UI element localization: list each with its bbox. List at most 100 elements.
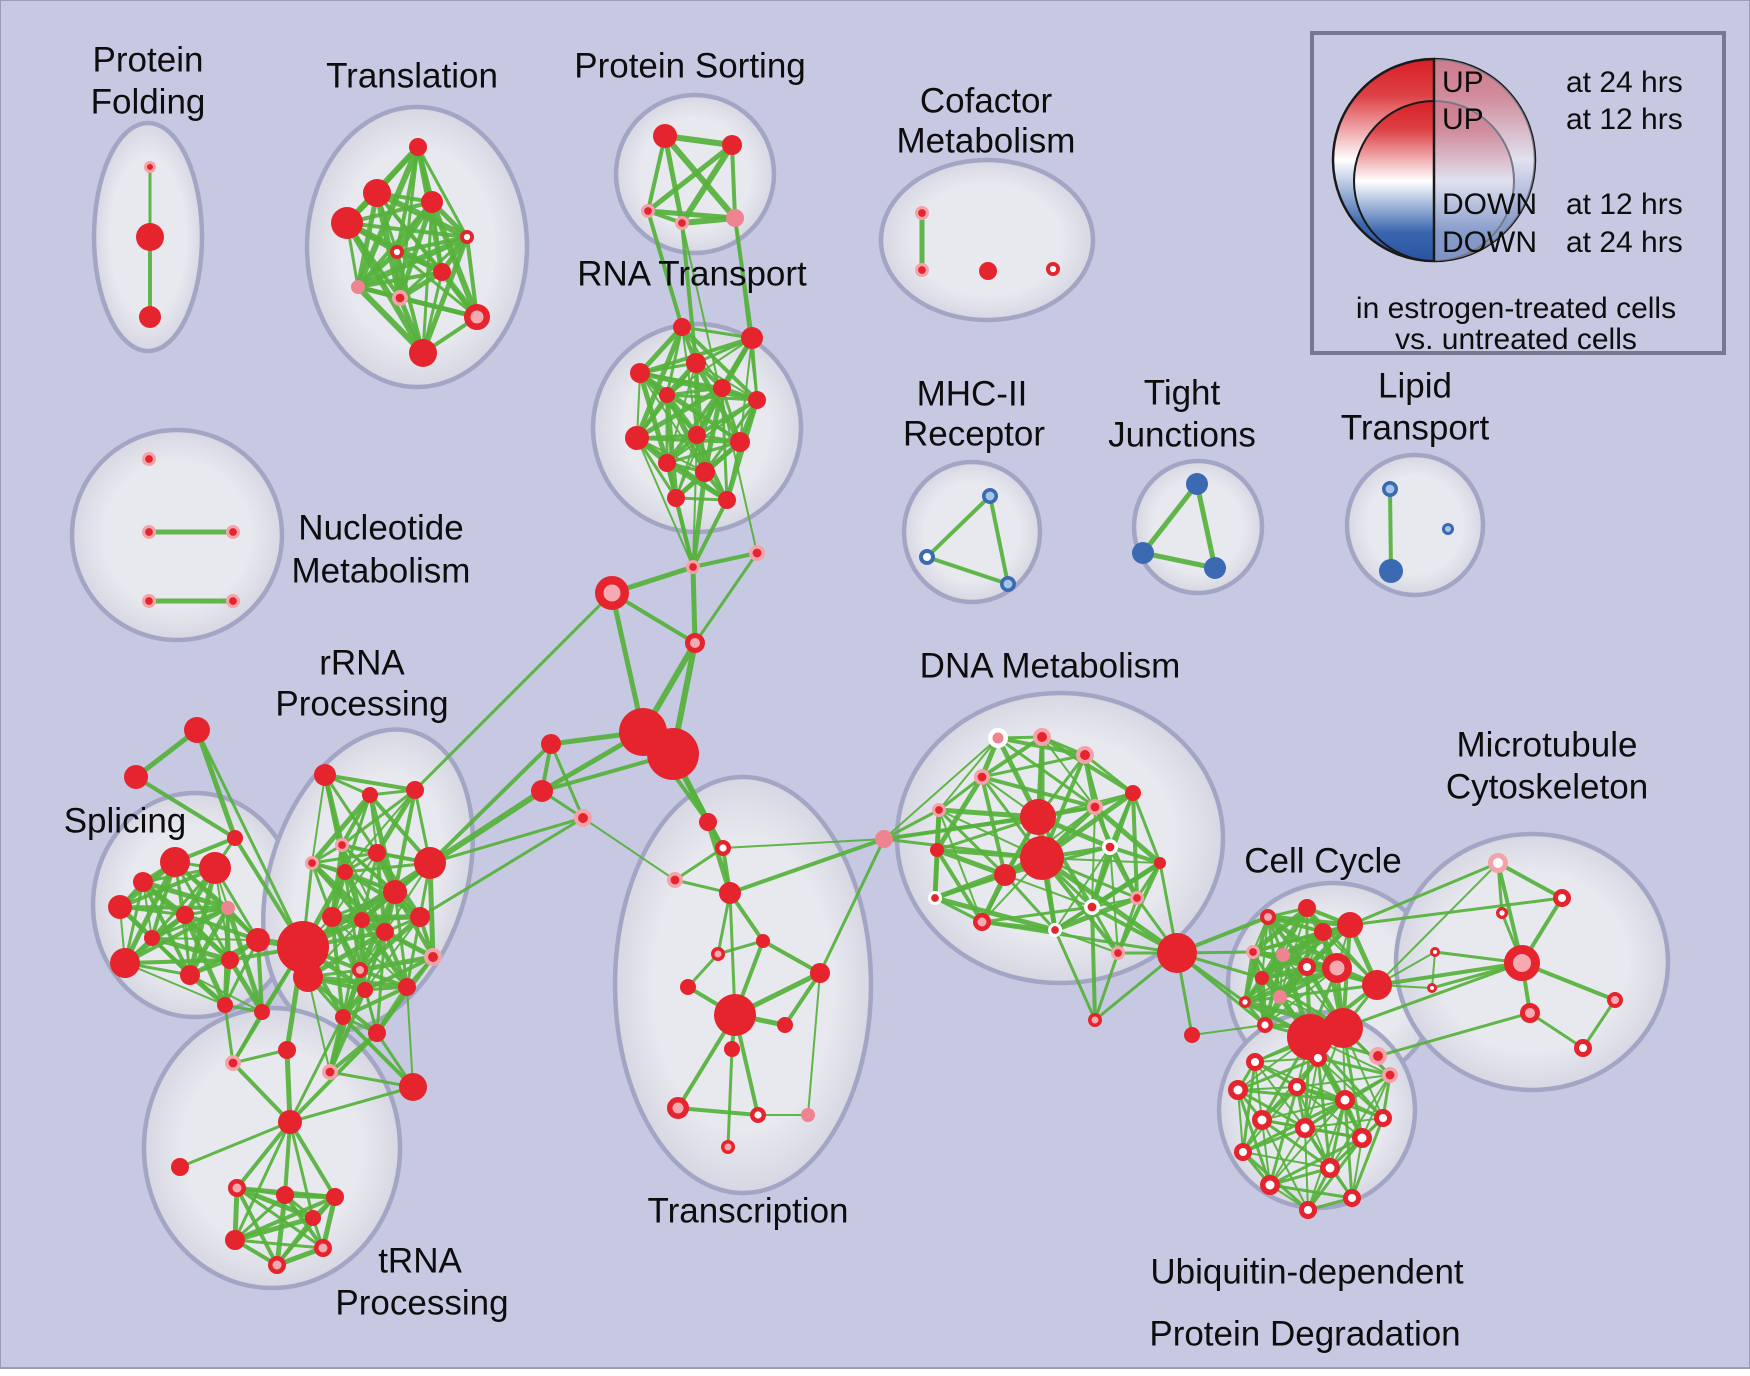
network-edge xyxy=(1269,1127,1306,1186)
network-edge xyxy=(582,817,676,881)
node-150 xyxy=(1314,923,1332,941)
legend-fade-half xyxy=(1434,59,1535,261)
network-edge xyxy=(1581,998,1617,1050)
network-edge xyxy=(692,434,698,568)
network-edge xyxy=(274,1192,288,1268)
network-edge xyxy=(1091,806,1096,908)
network-edge xyxy=(328,1070,415,1089)
network-edge xyxy=(662,133,738,221)
network-edge xyxy=(933,873,1007,900)
network-edge xyxy=(664,392,679,501)
network-edge xyxy=(1375,961,1524,987)
cluster-label-15: Splicing xyxy=(64,801,187,840)
network-edge xyxy=(1496,861,1564,900)
node-112 xyxy=(715,840,732,857)
node-120 xyxy=(777,1017,793,1033)
node-108 xyxy=(268,1256,286,1274)
node-180 xyxy=(1320,1158,1340,1178)
node-92 xyxy=(357,982,373,998)
network-edge xyxy=(178,1120,292,1169)
node-148 xyxy=(1260,909,1276,925)
cluster-ellipse-cofactor-metabolism xyxy=(878,157,1096,323)
node-85 xyxy=(322,907,342,927)
node-116 xyxy=(810,963,830,983)
network-edge xyxy=(340,788,417,847)
network-edge xyxy=(1361,1074,1391,1139)
node-80 xyxy=(305,856,320,871)
network-edge xyxy=(937,775,984,812)
legend-time-3: at 24 hrs xyxy=(1566,226,1683,259)
node-4 xyxy=(363,179,391,207)
node-107 xyxy=(314,1239,332,1257)
node-29 xyxy=(748,391,766,409)
node-130 xyxy=(932,803,947,818)
node-127 xyxy=(1033,728,1052,747)
network-edge xyxy=(1350,1116,1385,1200)
network-edge xyxy=(937,808,1007,877)
network-edge xyxy=(418,816,585,919)
network-edge xyxy=(327,1014,346,1075)
node-97 xyxy=(399,1073,427,1101)
network-edge xyxy=(1260,923,1352,980)
node-59 xyxy=(1442,523,1454,535)
network-edge xyxy=(187,905,231,978)
network-edge xyxy=(645,142,735,214)
node-110 xyxy=(875,830,893,848)
network-edge xyxy=(465,235,479,319)
node-76 xyxy=(314,764,336,786)
node-151 xyxy=(1337,912,1363,938)
network-edge xyxy=(233,1120,292,1242)
network-edge xyxy=(275,1216,315,1267)
network-edge xyxy=(1376,1011,1532,1058)
network-edge xyxy=(360,918,367,992)
network-edge xyxy=(1092,804,1163,866)
network-edge xyxy=(428,742,553,865)
node-121 xyxy=(724,1041,740,1057)
node-165 xyxy=(1496,907,1509,920)
cluster-ellipse-lipid-transport xyxy=(1344,452,1486,598)
node-174 xyxy=(1228,1080,1248,1100)
network-edge xyxy=(636,437,694,568)
cluster-label-11: Tight xyxy=(1144,373,1221,412)
network-edge xyxy=(637,324,685,376)
network-edge xyxy=(140,879,231,911)
cluster-label-2: Translation xyxy=(326,56,498,95)
network-edge xyxy=(134,775,237,840)
node-145 xyxy=(1088,1013,1102,1027)
node-153 xyxy=(1276,948,1290,962)
node-84 xyxy=(383,880,407,904)
node-72 xyxy=(221,951,239,969)
node-141 xyxy=(1125,785,1141,801)
legend: UP at 24 hrs UP at 12 hrs DOWN at 12 hrs DOWN a… xyxy=(1310,31,1726,356)
network-edge xyxy=(980,775,1007,877)
network-edge xyxy=(690,469,708,570)
network-edge xyxy=(1328,1098,1347,1170)
network-edge xyxy=(932,895,1058,933)
node-7 xyxy=(459,230,474,245)
network-edge xyxy=(1241,1098,1347,1154)
node-47 xyxy=(141,525,156,540)
cluster-label-9: MHC-II xyxy=(917,374,1028,413)
node-131 xyxy=(1087,798,1104,815)
node-185 xyxy=(1373,1108,1392,1127)
node-81 xyxy=(368,844,386,862)
network-edge xyxy=(341,1015,415,1089)
network-edge xyxy=(693,551,759,645)
network-edge xyxy=(646,134,667,213)
cluster-label-0: Protein xyxy=(93,40,204,79)
network-edge xyxy=(1351,1137,1363,1199)
network-edge xyxy=(1264,967,1338,1026)
network-edge xyxy=(665,440,742,465)
legend-dir-3: DOWN xyxy=(1442,226,1537,259)
node-60 xyxy=(184,717,210,743)
network-edge xyxy=(666,399,758,464)
node-55 xyxy=(1132,542,1154,564)
network-edge xyxy=(194,727,238,841)
network-edge xyxy=(231,1048,289,1065)
node-146 xyxy=(1157,933,1197,973)
network-edge xyxy=(665,386,724,397)
node-79 xyxy=(335,838,350,853)
network-edge xyxy=(311,774,326,864)
node-94 xyxy=(423,948,442,967)
